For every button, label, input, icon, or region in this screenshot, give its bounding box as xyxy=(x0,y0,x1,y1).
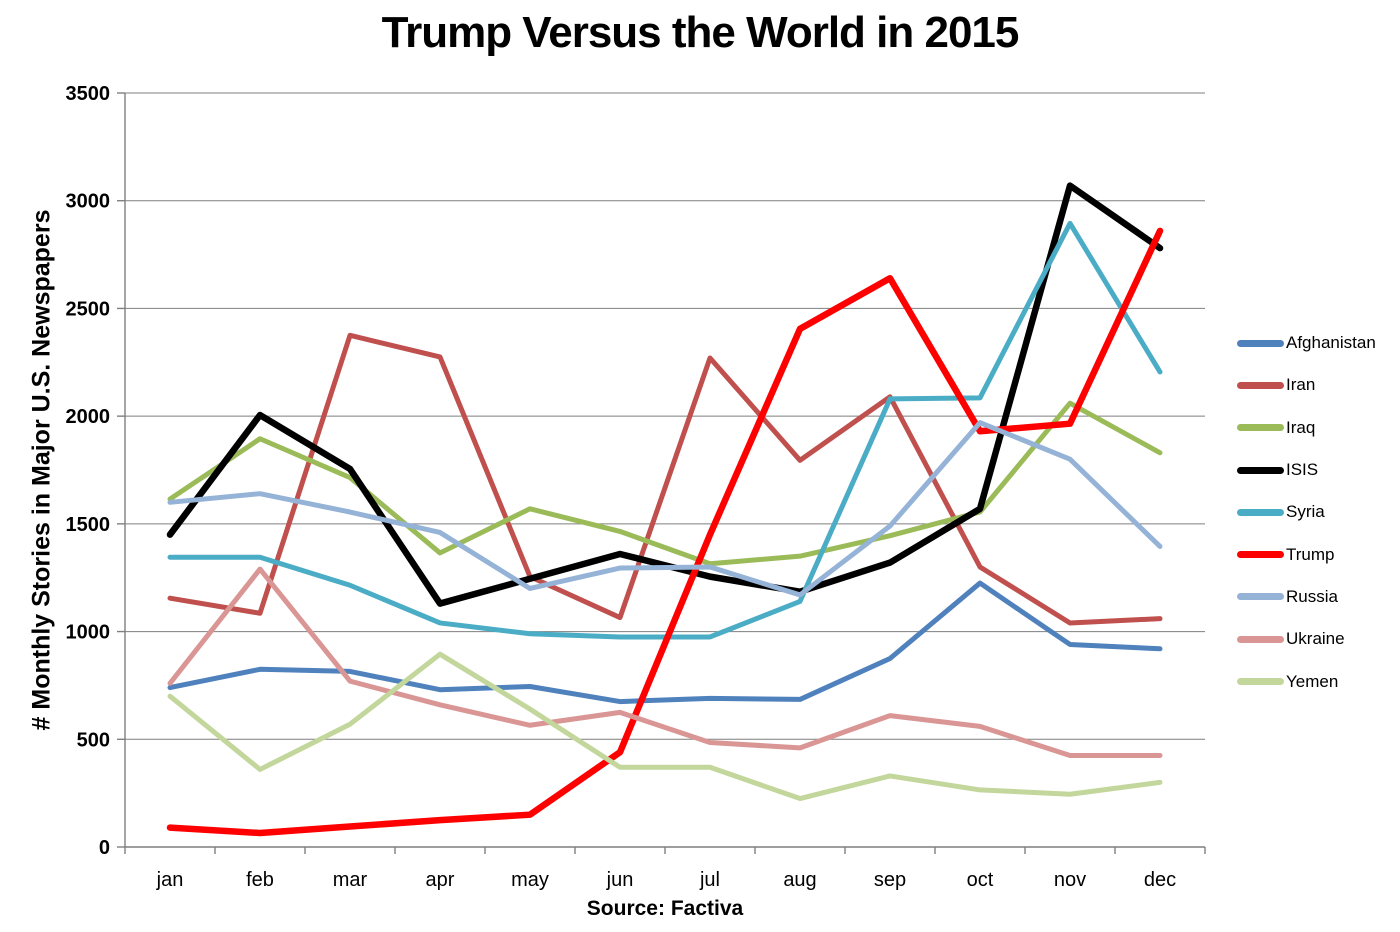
legend-swatch-syria xyxy=(1237,508,1284,516)
series-line-iran xyxy=(167,332,1163,626)
legend-item-isis: ISIS xyxy=(1237,449,1376,491)
legend-item-syria: Syria xyxy=(1237,491,1376,533)
legend-label: Russia xyxy=(1286,586,1338,606)
legend-label: Afghanistan xyxy=(1286,333,1376,353)
x-tick-label-apr: apr xyxy=(426,869,455,891)
x-tick-label-jun: jun xyxy=(606,869,634,891)
legend-swatch-iraq xyxy=(1237,424,1284,432)
y-tick-label: 3000 xyxy=(66,191,111,213)
legend-label: Yemen xyxy=(1286,671,1339,691)
x-tick-label-sep: sep xyxy=(874,869,906,891)
series-line-yemen xyxy=(167,651,1163,802)
legend-item-trump: Trump xyxy=(1237,533,1376,575)
x-tick-label-jul: jul xyxy=(699,869,720,891)
y-tick-label: 1000 xyxy=(66,622,111,644)
legend-item-ukraine: Ukraine xyxy=(1237,618,1376,660)
legend-swatch-afghanistan xyxy=(1237,339,1284,347)
x-tick-label-aug: aug xyxy=(783,869,816,891)
legend-swatch-ukraine xyxy=(1237,635,1284,643)
legend-swatch-isis xyxy=(1237,466,1284,474)
x-tick-label-dec: dec xyxy=(1144,869,1176,891)
legend-swatch-yemen xyxy=(1237,678,1284,686)
x-tick-label-nov: nov xyxy=(1054,869,1086,891)
legend: Afghanistan Iran Iraq ISIS Syria Trump Russia U… xyxy=(1237,322,1376,703)
legend-label: Ukraine xyxy=(1286,629,1345,649)
y-tick-label: 3500 xyxy=(66,83,111,105)
legend-item-iraq: Iraq xyxy=(1237,407,1376,449)
legend-swatch-iran xyxy=(1237,381,1284,389)
legend-label: Iran xyxy=(1286,375,1316,395)
legend-item-russia: Russia xyxy=(1237,576,1376,618)
legend-label: Iraq xyxy=(1286,417,1316,437)
source-label: Source: Factiva xyxy=(586,897,744,920)
series-line-afghanistan xyxy=(167,580,1163,705)
legend-swatch-russia xyxy=(1237,593,1284,601)
legend-item-yemen: Yemen xyxy=(1237,660,1376,702)
x-tick-label-may: may xyxy=(511,869,549,891)
legend-swatch-trump xyxy=(1237,551,1284,559)
series-line-russia xyxy=(167,420,1163,598)
y-tick-label: 2000 xyxy=(66,406,111,428)
series-line-isis xyxy=(166,182,1164,607)
y-tick-label: 500 xyxy=(77,729,110,751)
x-tick-label-mar: mar xyxy=(333,869,368,891)
series-line-iraq xyxy=(167,400,1163,567)
x-tick-label-feb: feb xyxy=(246,869,274,891)
legend-label: Syria xyxy=(1286,502,1325,522)
x-tick-label-jan: jan xyxy=(156,869,184,891)
series-line-ukraine xyxy=(167,566,1163,758)
y-tick-label: 2500 xyxy=(66,298,111,320)
y-tick-label: 0 xyxy=(99,837,110,859)
legend-label: ISIS xyxy=(1286,460,1319,480)
y-tick-label: 1500 xyxy=(66,514,111,536)
legend-label: Trump xyxy=(1286,544,1335,564)
legend-item-iran: Iran xyxy=(1237,364,1376,406)
legend-item-afghanistan: Afghanistan xyxy=(1237,322,1376,364)
chart-title: Trump Versus the World in 2015 xyxy=(381,8,1020,57)
x-tick-label-oct: oct xyxy=(967,869,994,891)
